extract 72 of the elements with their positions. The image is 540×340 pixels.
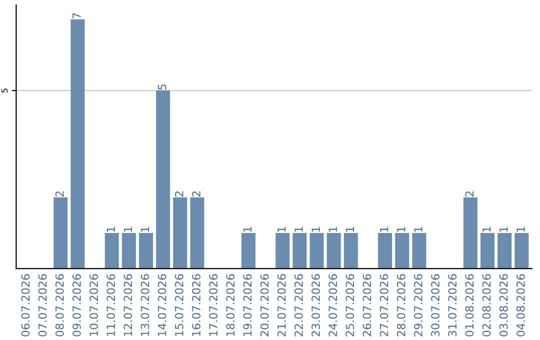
- bar: [344, 232, 358, 269]
- data-label: 2: [174, 191, 184, 197]
- data-label: 2: [465, 191, 474, 197]
- data-label: 1: [500, 226, 508, 232]
- x-tick-label: 14.07.2026: [158, 274, 166, 336]
- x-tick-label: 26.07.2026: [362, 274, 372, 336]
- bar: [156, 90, 170, 269]
- x-tick-label: 23.07.2026: [312, 274, 320, 336]
- x-tick-label: 09.07.2026: [72, 274, 81, 336]
- data-label: 1: [124, 226, 132, 232]
- data-label: 1: [312, 226, 320, 232]
- bar: [70, 19, 85, 269]
- data-label: 7: [72, 13, 81, 18]
- data-label: 1: [278, 226, 286, 232]
- x-tick-label: 10.07.2026: [90, 274, 98, 336]
- data-label: 1: [328, 226, 337, 232]
- x-tick-label: 13.07.2026: [140, 274, 150, 336]
- bar: [190, 197, 204, 269]
- data-label: 1: [397, 226, 406, 232]
- data-label: 2: [55, 191, 64, 197]
- data-label: 2: [192, 191, 200, 197]
- x-tick-label: 08.07.2026: [55, 274, 64, 336]
- data-label: 1: [516, 226, 525, 232]
- x-tick-label: 04.08.2026: [516, 274, 525, 336]
- x-tick-label: 25.07.2026: [346, 274, 354, 336]
- x-tick-label: 24.07.2026: [328, 274, 338, 336]
- x-tick-label: 03.08.2026: [499, 274, 508, 336]
- data-label: 1: [106, 226, 115, 232]
- data-label: 1: [346, 226, 354, 232]
- x-tick-label: 17.07.2026: [209, 274, 218, 336]
- x-tick-label: 16.07.2026: [192, 274, 200, 336]
- bar: [514, 232, 529, 269]
- x-tick-label: 11.07.2026: [106, 274, 116, 336]
- x-tick-label: 22.07.2026: [294, 274, 303, 336]
- bar: [310, 232, 324, 269]
- bar: [395, 232, 410, 269]
- x-tick-label: 19.07.2026: [243, 274, 252, 336]
- bar: [241, 232, 256, 269]
- x-tick-label: 21.07.2026: [277, 274, 286, 336]
- data-label: 1: [414, 226, 422, 232]
- x-tick-label: 28.07.2026: [396, 274, 406, 336]
- data-label: 1: [294, 226, 303, 232]
- x-tick-label: 02.08.2026: [482, 274, 491, 336]
- bar: [104, 232, 119, 269]
- data-label: 1: [380, 226, 388, 232]
- x-tick-label: 07.07.2026: [38, 274, 47, 336]
- bar: [54, 197, 68, 269]
- data-label: 5: [158, 84, 166, 90]
- bar: [412, 232, 426, 269]
- x-tick-label: 12.07.2026: [124, 274, 132, 336]
- bar: [173, 197, 188, 269]
- x-tick-label: 01.08.2026: [465, 274, 474, 336]
- data-label: 1: [243, 226, 252, 232]
- x-tick-label: 18.07.2026: [226, 274, 235, 336]
- x-tick-label: 20.07.2026: [260, 274, 269, 336]
- x-tick-label: 31.07.2026: [448, 274, 457, 336]
- bar: [326, 232, 341, 269]
- bar: [498, 232, 512, 269]
- bar: [138, 232, 153, 269]
- bar: [378, 232, 392, 269]
- x-tick-label: 30.07.2026: [431, 274, 440, 336]
- x-tick-label: 27.07.2026: [380, 274, 388, 336]
- bar: [292, 232, 307, 269]
- x-tick-label: 29.07.2026: [414, 274, 422, 336]
- data-label: 1: [482, 226, 491, 232]
- x-tick-label: 06.07.2026: [21, 274, 30, 336]
- bar: [122, 232, 136, 269]
- data-label: 1: [140, 226, 150, 232]
- x-tick-label: 15.07.2026: [174, 274, 184, 336]
- bar: [480, 232, 495, 269]
- bar: [463, 197, 478, 269]
- bar: [276, 232, 290, 269]
